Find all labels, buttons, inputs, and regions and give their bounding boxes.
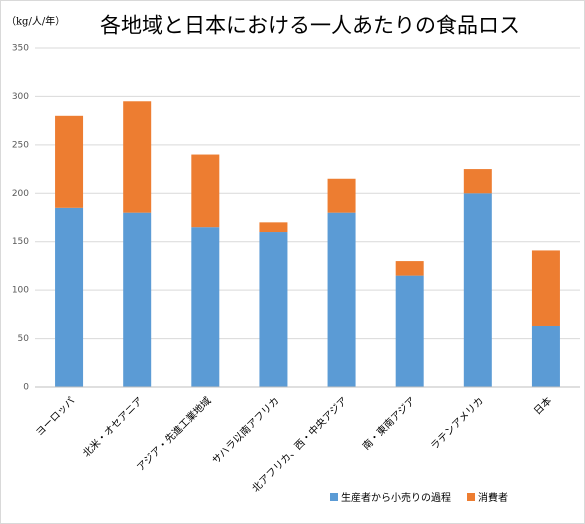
bar-segment — [531, 250, 560, 326]
bar-segment — [123, 101, 152, 213]
bar-segment — [55, 207, 84, 387]
legend-swatch — [330, 493, 338, 501]
y-tick-label: 350 — [12, 44, 29, 54]
y-tick-label: 0 — [23, 383, 29, 393]
y-tick-label: 250 — [12, 140, 29, 150]
chart-title: 各地域と日本における一人あたりの食品ロス — [100, 14, 520, 38]
bar-segment — [259, 222, 288, 233]
y-tick-label: 200 — [12, 189, 29, 199]
legend-label: 消費者 — [478, 491, 508, 504]
bar-segment — [191, 227, 220, 387]
y-tick-label: 100 — [12, 286, 29, 296]
bar-segment — [55, 115, 84, 208]
bar-segment — [327, 212, 356, 387]
bar-segment — [463, 169, 492, 194]
legend-swatch — [467, 493, 475, 501]
bar-segment — [123, 212, 152, 387]
bar-segment — [191, 154, 220, 228]
bar-segment — [395, 275, 424, 387]
bar-segment — [463, 193, 492, 387]
bar-segment — [531, 325, 560, 387]
legend-label: 生産者から小売りの過程 — [341, 491, 451, 504]
y-tick-label: 50 — [18, 334, 30, 344]
y-tick-label: 150 — [12, 237, 29, 247]
y-tick-label: 300 — [12, 92, 29, 102]
bar-segment — [327, 178, 356, 213]
bar-segment — [259, 232, 288, 387]
bar-segment — [395, 261, 424, 276]
y-axis-label: （kg/人/年） — [6, 15, 65, 28]
